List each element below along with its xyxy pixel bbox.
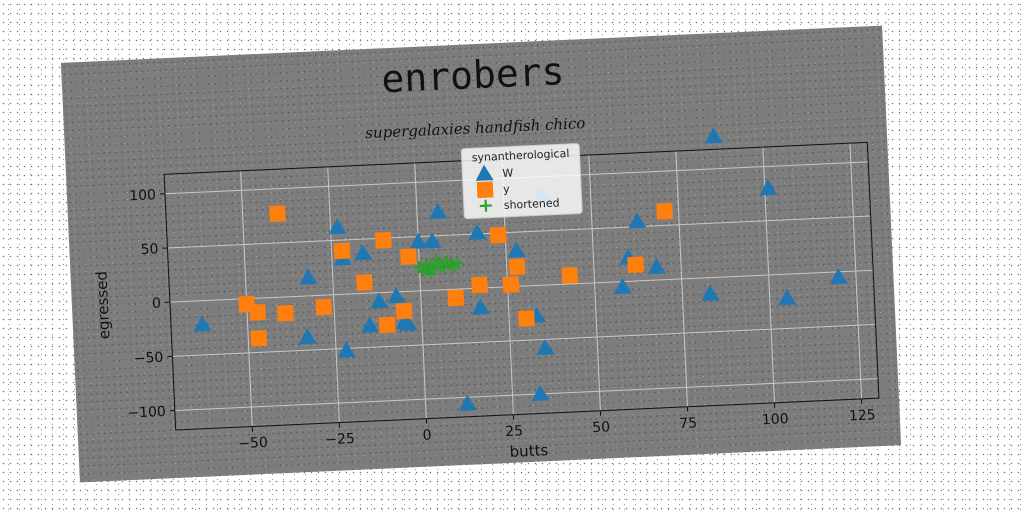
- data-point-w: [429, 202, 448, 219]
- y-tick-label: −50: [134, 350, 164, 367]
- data-point-w: [409, 233, 428, 250]
- data-point-shortened: [430, 253, 443, 266]
- legend-label-y: y: [503, 183, 511, 196]
- data-point-w: [701, 284, 720, 302]
- data-point-y: [471, 276, 488, 294]
- y-tick-label: −100: [127, 404, 166, 422]
- data-point-y: [502, 276, 520, 293]
- data-point-shortened: [424, 266, 437, 280]
- chart-figure: enrobers supergalaxies handfish chico −5…: [60, 25, 902, 483]
- legend-box: [460, 143, 583, 220]
- data-points: [193, 127, 848, 411]
- legend-title: synantherological: [471, 147, 569, 164]
- data-point-y: [375, 231, 392, 249]
- data-point-w: [337, 341, 356, 358]
- data-point-y: [249, 303, 266, 321]
- x-tick-label: 75: [679, 415, 698, 432]
- data-point-w: [614, 278, 633, 295]
- x-tick-label: −50: [238, 435, 268, 452]
- data-point-w: [704, 127, 723, 144]
- data-point-w: [778, 289, 797, 306]
- data-point-w: [468, 223, 487, 240]
- data-point-w: [399, 314, 418, 332]
- legend-label-w: W: [502, 166, 514, 179]
- data-point-w: [628, 212, 647, 229]
- data-point-w: [354, 244, 373, 261]
- data-point-y: [489, 226, 507, 244]
- legend-marker-w: [475, 164, 494, 181]
- grid-line-y: [167, 215, 871, 249]
- x-tick-label: 50: [592, 419, 611, 436]
- x-tick-label: 100: [762, 411, 789, 428]
- data-point-w: [458, 394, 477, 411]
- data-point-shortened: [417, 265, 430, 278]
- data-point-w: [471, 298, 490, 315]
- data-point-y: [250, 329, 268, 347]
- chart-subtitle: supergalaxies handfish chico: [365, 114, 586, 142]
- data-point-y: [355, 274, 373, 291]
- data-point-w: [648, 258, 666, 275]
- data-point-w: [299, 268, 318, 285]
- data-point-y: [395, 302, 413, 320]
- data-point-shortened: [437, 261, 450, 275]
- data-point-y: [333, 242, 351, 260]
- legend-marker-shortened: [479, 199, 492, 212]
- grid-line-y: [169, 269, 874, 303]
- y-tick-label: 50: [140, 241, 159, 258]
- data-point-w: [531, 384, 550, 402]
- data-point-y: [378, 316, 396, 334]
- data-point-w: [387, 287, 406, 304]
- data-point-w: [298, 328, 317, 345]
- data-point-w: [507, 241, 526, 258]
- data-point-y: [447, 289, 465, 307]
- data-point-y: [627, 256, 645, 274]
- y-axis-label: egressed: [92, 271, 113, 340]
- data-point-w: [423, 232, 442, 249]
- data-point-y: [269, 205, 286, 223]
- legend-marker-y: [476, 181, 494, 199]
- data-point-y: [315, 298, 332, 316]
- data-point-w: [536, 339, 555, 356]
- data-point-w: [193, 315, 212, 332]
- x-axis-label: butts: [509, 441, 549, 461]
- grid-line-y: [174, 378, 879, 412]
- y-tick-label: 100: [129, 187, 156, 204]
- data-point-shortened: [451, 256, 464, 270]
- data-point-y: [561, 266, 579, 284]
- data-point-w: [361, 316, 380, 333]
- scatter-chart: enrobers supergalaxies handfish chico −5…: [92, 49, 880, 461]
- y-axis-ticks: −100 −50 0 50 100: [127, 187, 175, 422]
- data-point-w: [829, 268, 848, 285]
- x-axis-ticks: −50 −25 0 25 50 75 100 125: [238, 398, 876, 452]
- grid-line-y: [172, 323, 876, 357]
- data-point-w: [759, 179, 778, 196]
- data-point-y: [508, 258, 526, 276]
- data-point-y: [277, 304, 294, 322]
- data-point-y: [656, 202, 673, 220]
- data-point-w: [370, 292, 389, 309]
- data-point-y: [400, 248, 417, 265]
- x-tick-label: 0: [422, 427, 432, 443]
- y-tick-label: 0: [152, 296, 162, 312]
- data-point-y: [518, 310, 535, 327]
- chart-title: enrobers: [380, 49, 565, 101]
- x-tick-label: 125: [849, 407, 876, 424]
- x-tick-label: −25: [325, 431, 355, 448]
- x-tick-label: 25: [505, 423, 524, 440]
- data-point-w: [328, 218, 347, 235]
- legend-label-shortened: shortened: [504, 196, 560, 212]
